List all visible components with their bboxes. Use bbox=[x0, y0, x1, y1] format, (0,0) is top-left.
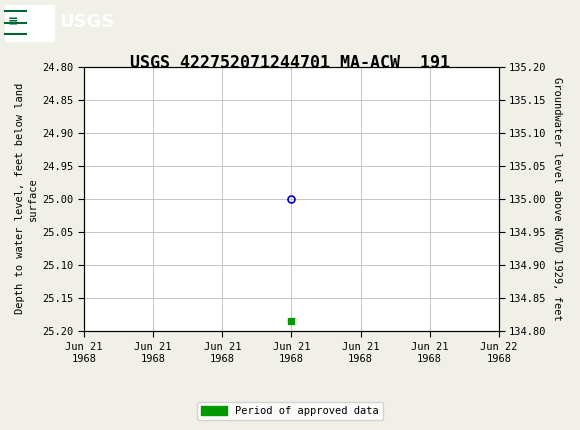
FancyBboxPatch shape bbox=[5, 4, 54, 41]
Text: ≡: ≡ bbox=[8, 15, 18, 28]
Y-axis label: Depth to water level, feet below land
surface: Depth to water level, feet below land su… bbox=[15, 83, 38, 314]
Y-axis label: Groundwater level above NGVD 1929, feet: Groundwater level above NGVD 1929, feet bbox=[552, 77, 562, 321]
Text: USGS: USGS bbox=[59, 12, 114, 31]
Text: USGS 422752071244701 MA-ACW  191: USGS 422752071244701 MA-ACW 191 bbox=[130, 54, 450, 72]
Legend: Period of approved data: Period of approved data bbox=[197, 402, 383, 421]
